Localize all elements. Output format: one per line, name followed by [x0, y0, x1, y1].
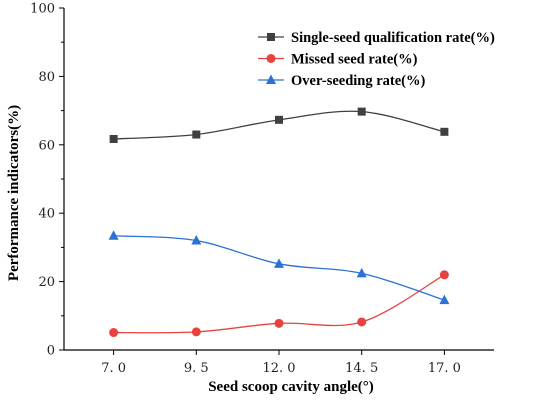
data-point — [274, 318, 284, 328]
x-tick-label: 17. 0 — [428, 361, 461, 376]
series-line — [113, 110, 445, 140]
legend-marker — [266, 74, 276, 84]
legend-marker — [267, 33, 275, 41]
series-2 — [109, 270, 449, 338]
series-line — [113, 235, 445, 301]
legend-label: Missed seed rate(%) — [291, 52, 418, 68]
data-point — [439, 270, 449, 280]
x-axis-title: Seed scoop cavity angle(°) — [208, 379, 374, 395]
x-tick-label: 7. 0 — [101, 361, 126, 376]
data-point — [356, 267, 367, 278]
x-tick-label: 9. 5 — [184, 361, 209, 376]
y-tick-label: 100 — [30, 2, 55, 17]
legend-marker — [266, 54, 276, 63]
data-point — [274, 258, 284, 268]
legend: Single-seed qualification rate(%) Missed … — [258, 30, 495, 89]
y-tick-label: 0 — [47, 344, 55, 359]
y-tick-label: 40 — [38, 207, 55, 222]
series-layer — [108, 107, 450, 338]
data-point — [109, 134, 118, 143]
data-point — [440, 127, 449, 136]
x-tick-label: 14. 5 — [345, 361, 378, 376]
legend-label: Over-seeding rate(%) — [291, 73, 426, 89]
series-3 — [108, 230, 450, 305]
y-tick-label: 60 — [38, 138, 55, 153]
y-tick-label: 80 — [38, 70, 55, 85]
legend-item: Over-seeding rate(%) — [258, 73, 426, 89]
data-point — [357, 317, 367, 327]
labels-layer: Seed scoop cavity angle(°) Performance i… — [6, 105, 374, 395]
data-point — [192, 130, 201, 139]
data-point — [191, 327, 201, 337]
data-point — [191, 235, 202, 245]
data-point — [275, 115, 283, 124]
data-point — [439, 294, 450, 305]
series-1 — [109, 107, 449, 143]
legend-label: Single-seed qualification rate(%) — [291, 30, 495, 46]
data-point — [109, 328, 119, 338]
axes-layer: 0 20 40 60 80 100 7. 0 9. 5 12. 0 14. 5 17. 0 — [30, 2, 494, 376]
data-point — [357, 107, 366, 116]
x-tick-label: 12. 0 — [262, 361, 295, 376]
y-axis-title: Performance indicators(%) — [6, 105, 22, 281]
y-tick-label: 20 — [38, 275, 55, 290]
legend-item: Single-seed qualification rate(%) — [258, 30, 495, 46]
data-point — [108, 230, 119, 240]
legend-item: Missed seed rate(%) — [258, 52, 418, 68]
